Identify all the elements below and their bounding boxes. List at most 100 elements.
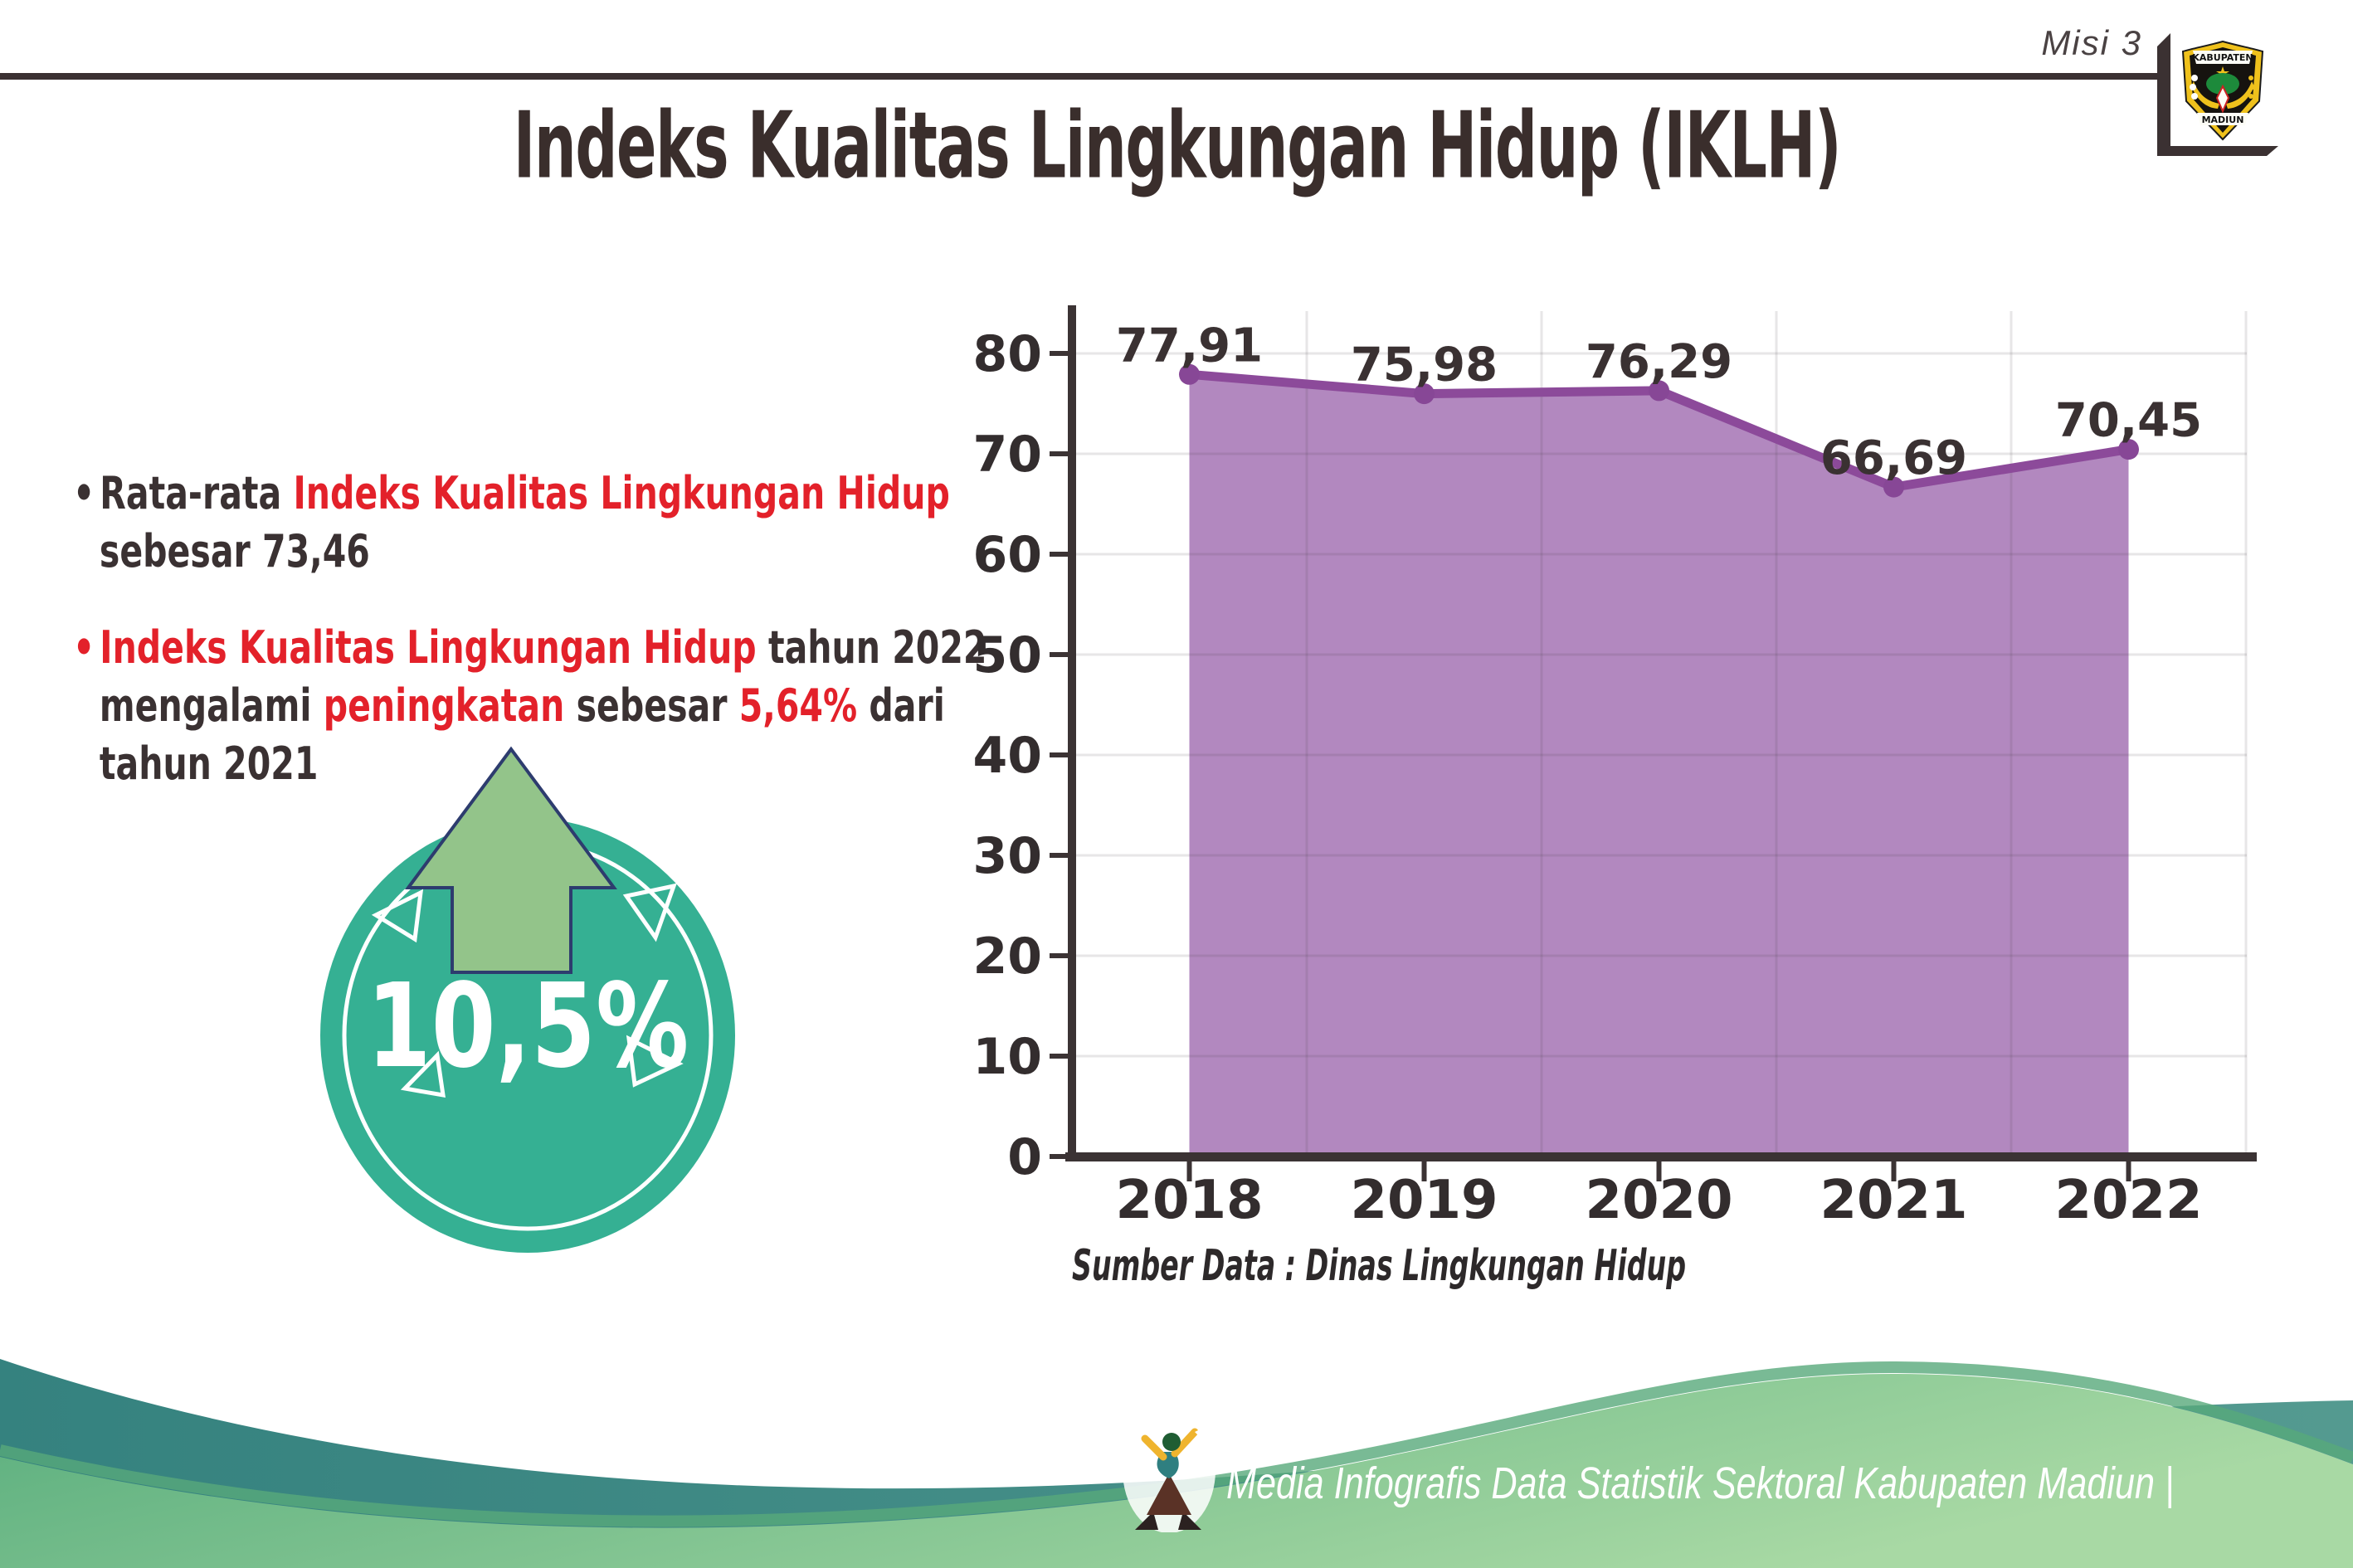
footer-brand-text: Media Infografis Data Statistik Sektoral… xyxy=(1226,1458,2175,1508)
bullet-item: • Indeks Kualitas Lingkungan Hidup tahun … xyxy=(73,619,1027,793)
x-tick xyxy=(1656,1161,1662,1181)
mascot-arm-icon xyxy=(1141,1434,1167,1461)
x-tick xyxy=(2126,1161,2131,1181)
y-tick xyxy=(1050,451,1069,456)
data-value-label: 77,91 xyxy=(1116,319,1263,373)
bullet-text-segment: tahun 2021 xyxy=(99,738,319,790)
x-category-label: 2022 xyxy=(2054,1170,2202,1231)
x-category-label: 2021 xyxy=(1820,1170,1967,1231)
logo-tree-crown xyxy=(2206,73,2239,95)
data-point-marker xyxy=(1883,476,1904,498)
sparkle-triangle-icon xyxy=(626,1035,684,1088)
bullet-line: mengalami peningkatan sebesar 5,64% dari xyxy=(73,677,945,735)
bullet-text-segment: Indeks Kualitas Lingkungan Hidup xyxy=(293,467,950,519)
data-source-caption: Sumber Data : Dinas Lingkungan Hidup xyxy=(1072,1241,1687,1291)
logo-rice-icon xyxy=(2248,75,2253,80)
bullet-text-segment: tahun 2022 xyxy=(756,621,987,674)
mission-tag: Misi 3 xyxy=(2041,23,2142,62)
x-tick xyxy=(1421,1161,1427,1181)
logo-bottom-ribbon-text: MADIUN xyxy=(2202,114,2244,125)
logo-wing-left-icon xyxy=(2191,81,2219,109)
y-tick xyxy=(1050,953,1069,958)
logo-bottom-ribbon xyxy=(2197,113,2248,125)
data-point-marker xyxy=(1179,363,1200,385)
data-value-label: 66,69 xyxy=(1820,431,1967,485)
data-value-label: 76,29 xyxy=(1586,335,1732,389)
logo-keris-emblem xyxy=(2215,84,2230,114)
footer-wave-green xyxy=(0,1374,2353,1568)
footer-waves xyxy=(0,1359,2353,1568)
bullet-text-segment: sebesar xyxy=(564,679,739,732)
summary-bullets: • Rata-rata Indeks Kualitas Lingkungan Hi… xyxy=(73,465,1027,793)
bullet-line: tahun 2021 xyxy=(73,735,798,793)
up-arrow-icon xyxy=(405,746,617,974)
bullet-marker: • xyxy=(73,621,95,674)
bullet-marker: • xyxy=(73,467,95,519)
bracket-horizontal-bar xyxy=(2157,146,2278,156)
x-tick xyxy=(1891,1161,1897,1181)
badge-circle xyxy=(320,818,735,1253)
y-tick xyxy=(1050,1154,1069,1159)
logo-cotton-icon xyxy=(2191,93,2198,100)
bullet-text-segment: 5,64% xyxy=(738,679,858,732)
bullet-text-segment: dari xyxy=(857,679,945,732)
mascot-head xyxy=(1162,1433,1181,1451)
logo-cotton-icon xyxy=(2191,75,2198,81)
bullet-text-segment: Indeks Kualitas Lingkungan Hidup xyxy=(100,621,757,674)
mascot-flag-icon xyxy=(1195,1425,1208,1439)
y-tick-label: 80 xyxy=(973,325,1043,383)
y-tick-label: 60 xyxy=(973,526,1043,584)
x-category-label: 2020 xyxy=(1585,1170,1732,1231)
bracket-vertical-bar xyxy=(2157,33,2170,156)
logo-rice-icon xyxy=(2250,85,2255,90)
y-axis-line xyxy=(1068,305,1076,1161)
logo-wing-right-icon xyxy=(2226,81,2254,109)
logo-rice-icon xyxy=(2248,94,2253,99)
y-tick-label: 10 xyxy=(973,1028,1043,1086)
bullet-line: sebesar 73,46 xyxy=(73,523,798,581)
logo-top-ribbon xyxy=(2193,51,2253,64)
y-tick-label: 50 xyxy=(973,626,1043,684)
logo-top-ribbon-text: KABUPATEN xyxy=(2192,52,2253,63)
sparkle-triangle-icon xyxy=(371,889,424,943)
bullet-line: • Indeks Kualitas Lingkungan Hidup tahun … xyxy=(73,619,987,677)
data-value-label: 70,45 xyxy=(2055,394,2202,448)
x-tick xyxy=(1186,1161,1192,1181)
bullet-line: • Rata-rata Indeks Kualitas Lingkungan Hi… xyxy=(73,465,950,523)
y-tick-label: 20 xyxy=(973,928,1043,986)
y-tick xyxy=(1050,351,1069,356)
x-axis-line xyxy=(1065,1152,2257,1161)
y-tick xyxy=(1050,552,1069,557)
mascot-leg-icon xyxy=(1135,1512,1158,1530)
iklh-area-chart: 0 10 20 30 40 50 60 70 80 2018 2019 2020 2021 2022 77,… xyxy=(954,299,2298,1336)
logo-star-icon xyxy=(2216,66,2229,79)
area-fill xyxy=(1189,374,2129,1157)
logo-corner-bracket xyxy=(2157,33,2278,156)
bullet-text-segment: mengalami xyxy=(99,679,324,732)
y-tick-label: 30 xyxy=(973,827,1043,885)
page-title-text: Indeks Kualitas Lingkungan Hidup (IKLH) xyxy=(513,93,1841,200)
data-point-marker xyxy=(1414,383,1435,405)
data-point-marker xyxy=(1649,380,1669,402)
bullet-item: • Rata-rata Indeks Kualitas Lingkungan Hi… xyxy=(73,465,1027,581)
y-tick-label: 70 xyxy=(973,426,1043,484)
gridlines xyxy=(1072,311,2248,1157)
x-category-label: 2019 xyxy=(1350,1170,1498,1231)
sparkle-triangle-icon xyxy=(622,883,677,942)
y-tick-label: 40 xyxy=(973,727,1043,785)
data-value-label: 75,98 xyxy=(1351,338,1498,392)
y-tick xyxy=(1050,752,1069,757)
y-tick xyxy=(1050,652,1069,657)
increase-badge: 10,5% xyxy=(320,746,735,1253)
bullet-text-segment: peningkatan xyxy=(323,679,565,732)
mascot-skirt xyxy=(1147,1473,1191,1515)
y-tick xyxy=(1050,853,1069,858)
data-point-marker xyxy=(2118,439,2139,460)
sparkle-triangle-icon xyxy=(400,1050,446,1098)
y-tick-label: 0 xyxy=(1007,1128,1042,1186)
badge-value: 10,5% xyxy=(367,958,689,1093)
mascot-leg-icon xyxy=(1178,1512,1201,1530)
mascot-arm-icon xyxy=(1171,1428,1199,1458)
bullet-text-segment: sebesar 73,46 xyxy=(99,525,370,577)
